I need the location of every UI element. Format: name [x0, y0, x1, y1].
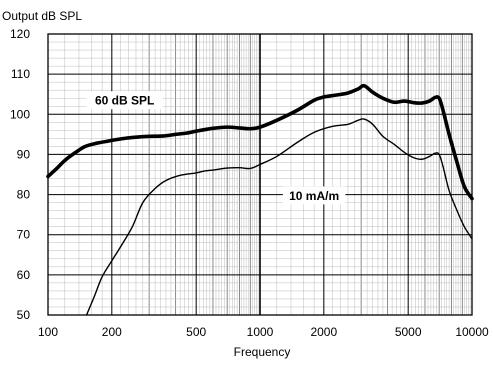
y-tick-label: 90	[17, 147, 31, 161]
y-tick-label: 50	[17, 308, 31, 322]
x-tick-label: 100	[38, 325, 58, 339]
y-axis-label: Output dB SPL	[2, 9, 82, 23]
tick-labels: 100 200 500 1000 2000 5000 10000 50 60 70 80 90 100 1…	[10, 27, 489, 339]
y-tick-label: 60	[17, 268, 31, 282]
x-tick-label: 1000	[247, 325, 274, 339]
grid	[47, 33, 473, 316]
series-lines	[46, 83, 474, 316]
x-tick-label: 10000	[455, 325, 489, 339]
y-tick-label: 100	[10, 107, 30, 121]
series-line-60db-spl	[46, 83, 474, 201]
y-tick-label: 80	[17, 188, 31, 202]
series-line-10ma-m	[85, 118, 473, 316]
series-label-bg	[86, 91, 164, 110]
x-tick-label: 2000	[310, 325, 337, 339]
x-axis-label: Frequency	[234, 345, 291, 359]
series-labels: 60 dB SPL 10 mA/m	[86, 91, 346, 205]
x-tick-label: 5000	[395, 325, 422, 339]
y-tick-label: 120	[10, 27, 30, 41]
x-tick-label: 500	[186, 325, 206, 339]
plot-frame	[47, 33, 473, 316]
series-label-10ma-m: 10 mA/m	[289, 189, 339, 203]
y-tick-label: 70	[17, 228, 31, 242]
series-label-bg	[282, 186, 346, 205]
x-tick-label: 200	[102, 325, 122, 339]
y-tick-label: 110	[11, 67, 30, 81]
series-label-60db-spl: 60 dB SPL	[95, 94, 154, 108]
